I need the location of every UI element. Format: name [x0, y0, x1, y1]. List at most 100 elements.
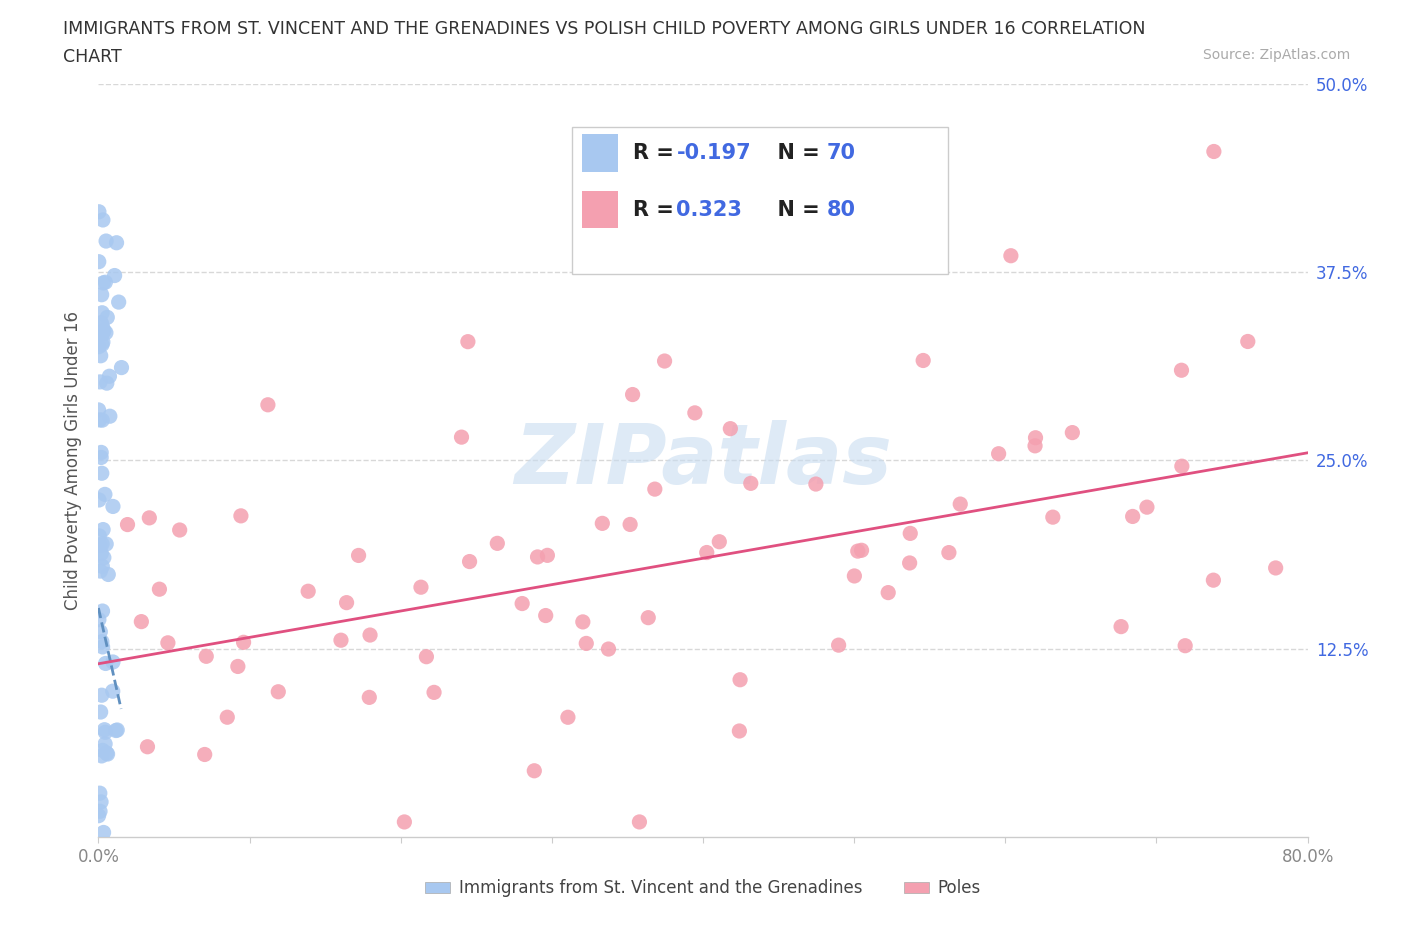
Point [851, 543, 873, 558]
Point [232, 635, 254, 650]
Point [709, 535, 731, 550]
Point [148, 582, 170, 597]
Point [1024, 431, 1046, 445]
Point [94, 233, 117, 248]
Point [359, 690, 381, 705]
Point [718, 421, 741, 436]
Point [89, 624, 111, 639]
Point [90, 450, 112, 465]
Point [117, 517, 139, 532]
Point [572, 615, 595, 630]
Point [415, 649, 437, 664]
Point [94, 274, 117, 289]
Point [90, 794, 112, 809]
Point [844, 568, 866, 583]
Legend: Immigrants from St. Vincent and the Grenadines, Poles: Immigrants from St. Vincent and the Gren… [419, 872, 987, 904]
Text: R =: R = [633, 200, 689, 219]
Point [90, 688, 112, 703]
Text: Source: ZipAtlas.com: Source: ZipAtlas.com [1202, 48, 1350, 62]
Point [644, 482, 666, 497]
Point [91, 213, 114, 228]
Point [458, 554, 481, 569]
Point [91, 743, 114, 758]
Point [91, 559, 114, 574]
Point [87, 205, 110, 219]
Point [91, 326, 114, 340]
Point [194, 747, 217, 762]
Point [1202, 144, 1225, 159]
Point [91, 537, 114, 551]
Point [107, 295, 129, 310]
Point [359, 628, 381, 643]
Point [621, 387, 644, 402]
Point [89, 564, 111, 578]
Point [110, 360, 132, 375]
Point [1264, 561, 1286, 576]
Point [91, 640, 114, 655]
Point [1171, 458, 1194, 473]
Point [89, 413, 111, 428]
Point [297, 584, 319, 599]
Point [93, 323, 115, 338]
Point [90, 466, 112, 481]
Text: -0.197: -0.197 [676, 143, 751, 163]
Point [96, 746, 118, 761]
Point [457, 334, 479, 349]
Point [90, 287, 112, 302]
Point [267, 684, 290, 699]
Point [1122, 509, 1144, 524]
Point [195, 649, 218, 664]
Point [683, 405, 706, 420]
Text: IMMIGRANTS FROM ST. VINCENT AND THE GRENADINES VS POLISH CHILD POVERTY AMONG GIR: IMMIGRANTS FROM ST. VINCENT AND THE GREN… [63, 20, 1146, 38]
Point [94, 656, 117, 671]
Point [131, 614, 153, 629]
Point [93, 723, 115, 737]
Point [105, 235, 128, 250]
Point [98, 409, 121, 424]
Point [97, 747, 120, 762]
Point [90, 315, 112, 330]
Point [104, 724, 127, 738]
Point [90, 634, 112, 649]
Point [526, 550, 548, 565]
Point [1109, 619, 1132, 634]
Text: 70: 70 [827, 143, 855, 163]
Point [1174, 638, 1197, 653]
Point [90, 705, 112, 720]
Point [91, 335, 114, 350]
Point [87, 493, 110, 508]
Point [229, 509, 252, 524]
Point [87, 808, 110, 823]
Point [898, 526, 921, 541]
Point [98, 369, 121, 384]
Point [91, 338, 114, 352]
Point [89, 786, 111, 801]
Point [96, 537, 118, 551]
Point [827, 638, 849, 653]
Point [90, 749, 112, 764]
Point [91, 275, 114, 290]
Point [226, 659, 249, 674]
Point [696, 545, 718, 560]
Point [90, 546, 112, 561]
Point [96, 310, 118, 325]
Point [877, 585, 900, 600]
Point [523, 764, 546, 778]
Point [335, 595, 357, 610]
Point [912, 353, 935, 368]
Point [1062, 425, 1084, 440]
Point [136, 739, 159, 754]
Point [628, 815, 651, 830]
Point [1236, 334, 1258, 349]
Text: CHART: CHART [63, 48, 122, 66]
FancyBboxPatch shape [572, 126, 949, 274]
Point [89, 538, 111, 553]
Point [591, 516, 613, 531]
Point [169, 523, 191, 538]
Point [105, 723, 128, 737]
Point [804, 476, 827, 491]
Point [104, 268, 127, 283]
Point [87, 254, 110, 269]
Point [87, 339, 110, 354]
Text: ZIPatlas: ZIPatlas [515, 419, 891, 501]
